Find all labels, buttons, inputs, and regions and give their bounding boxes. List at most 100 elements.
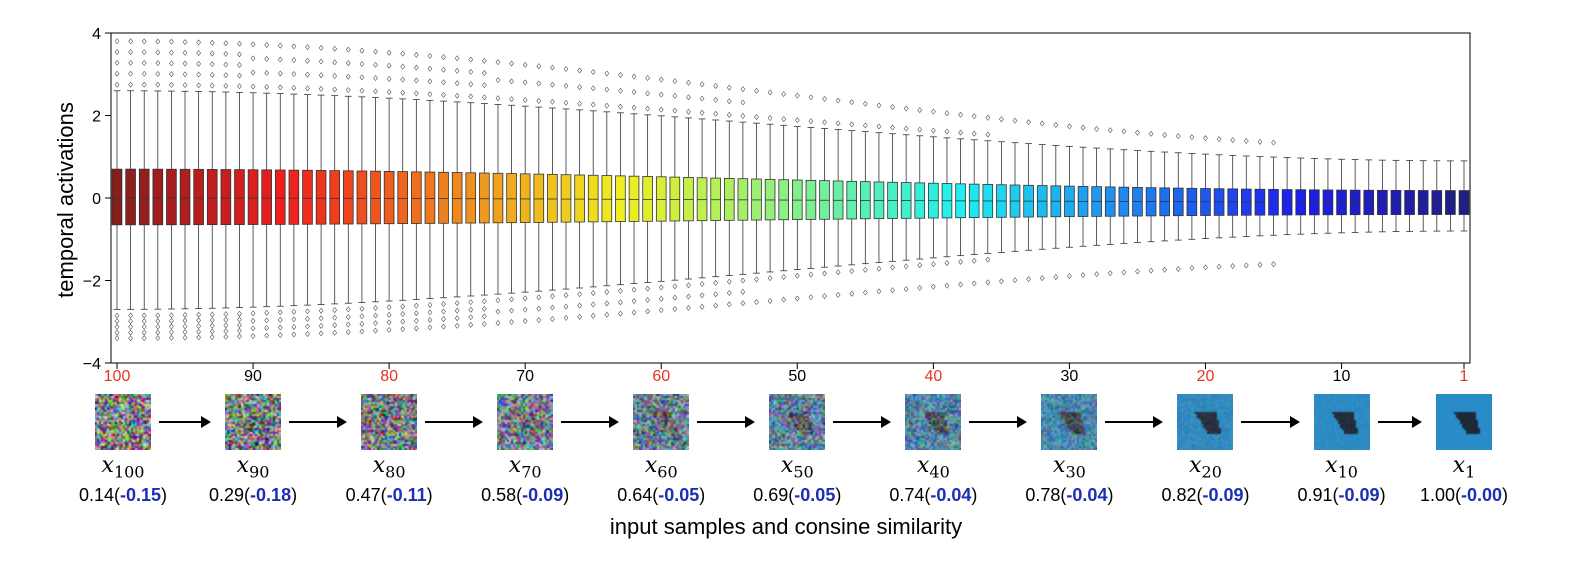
- box: [655, 176, 667, 222]
- outlier-point: [713, 110, 719, 117]
- outlier-point: [726, 278, 732, 285]
- outlier-point: [509, 319, 514, 325]
- outlier-point: [141, 38, 147, 45]
- outlier-point: [971, 257, 977, 264]
- sample-item: x60 0.64(-0.05): [591, 394, 731, 506]
- outlier-point: [522, 79, 528, 86]
- outlier-point: [468, 56, 474, 63]
- cosine-value: 0.91(: [1297, 485, 1339, 506]
- outlier-point: [373, 305, 378, 311]
- outlier-point: [1175, 265, 1181, 272]
- outlier-point: [250, 317, 256, 324]
- outlier-point: [1080, 124, 1086, 131]
- outlier-point: [318, 330, 324, 337]
- outlier-point: [495, 308, 501, 315]
- outlier-point: [754, 87, 759, 94]
- sample-symbol-base: x: [780, 453, 794, 478]
- sample-symbol-subscript: 50: [793, 462, 814, 482]
- outlier-point: [699, 303, 705, 310]
- outlier-point: [373, 48, 378, 55]
- sample-symbol: x60: [591, 454, 731, 484]
- outlier-point: [645, 308, 651, 315]
- outlier-point: [1175, 133, 1181, 140]
- outlier-point: [237, 327, 242, 334]
- outlier-point: [754, 276, 759, 283]
- outlier-point: [699, 81, 705, 88]
- outlier-point: [1094, 125, 1100, 132]
- outlier-point: [794, 295, 800, 302]
- outlier-point: [577, 100, 582, 107]
- outlier-point: [1189, 134, 1195, 141]
- outlier-point: [196, 334, 202, 341]
- outlier-point: [114, 323, 120, 330]
- outlier-point: [835, 97, 841, 104]
- outlier-point: [645, 285, 651, 292]
- outlier-point: [1203, 135, 1208, 142]
- outlier-point: [155, 312, 161, 319]
- outlier-point: [754, 113, 759, 120]
- outlier-point: [631, 104, 637, 111]
- outlier-point: [250, 83, 256, 90]
- outlier-point: [577, 84, 582, 91]
- outlier-point: [169, 334, 174, 341]
- outlier-point: [182, 317, 188, 324]
- outlier-point: [209, 311, 215, 318]
- outlier-point: [250, 69, 256, 76]
- sample-symbol-base: x: [1053, 453, 1066, 478]
- outlier-point: [413, 90, 419, 97]
- outlier-point: [686, 304, 691, 311]
- outlier-point: [128, 59, 133, 66]
- box: [615, 175, 626, 222]
- outlier-point: [468, 314, 474, 321]
- outlier-point: [128, 81, 133, 88]
- outlier-point: [223, 61, 229, 68]
- outlier-point: [930, 261, 936, 268]
- outlier-point: [468, 68, 474, 75]
- outlier-point: [291, 316, 297, 323]
- outlier-point: [209, 328, 215, 335]
- box: [397, 171, 409, 225]
- outlier-point: [182, 60, 188, 67]
- box: [247, 169, 259, 225]
- outlier-point: [1216, 263, 1222, 270]
- box: [315, 170, 327, 225]
- box: [1390, 190, 1402, 215]
- outlier-point: [427, 324, 433, 331]
- outlier-point: [1107, 270, 1113, 277]
- outlier-point: [604, 311, 610, 318]
- y-tick-label: 4: [92, 26, 101, 43]
- outlier-point: [590, 290, 596, 297]
- sample-symbol-subscript: 80: [385, 462, 406, 482]
- outlier-point: [277, 84, 283, 91]
- outlier-point: [359, 328, 365, 335]
- x-tick-label: 30: [1061, 368, 1079, 385]
- outlier-point: [332, 86, 338, 93]
- outlier-point: [1053, 121, 1059, 128]
- sample-thumbnail: [633, 394, 690, 450]
- outlier-point: [481, 70, 487, 76]
- outlier-point: [454, 55, 460, 62]
- outlier-point: [658, 295, 664, 302]
- cosine-similarity: 0.58(-0.09): [455, 484, 595, 506]
- outlier-point: [563, 303, 569, 310]
- outlier-point: [169, 312, 174, 319]
- outlier-point: [522, 61, 528, 68]
- outlier-point: [536, 305, 542, 312]
- outlier-point: [169, 38, 174, 45]
- sample-item: x80 0.47(-0.11): [319, 394, 459, 506]
- outlier-point: [713, 291, 719, 298]
- outlier-point: [1148, 267, 1154, 274]
- box: [234, 169, 245, 225]
- sample-symbol-base: x: [1452, 453, 1466, 478]
- outlier-point: [386, 326, 392, 333]
- outlier-point: [672, 283, 678, 290]
- cosine-similarity: 0.69(-0.05): [727, 484, 867, 506]
- outlier-point: [1230, 263, 1236, 269]
- outlier-point: [169, 317, 174, 324]
- outlier-point: [958, 258, 963, 265]
- outlier-point: [454, 315, 460, 322]
- outlier-point: [876, 265, 882, 272]
- sample-thumbnail: [225, 394, 282, 450]
- outlier-point: [223, 72, 229, 79]
- box: [723, 177, 735, 221]
